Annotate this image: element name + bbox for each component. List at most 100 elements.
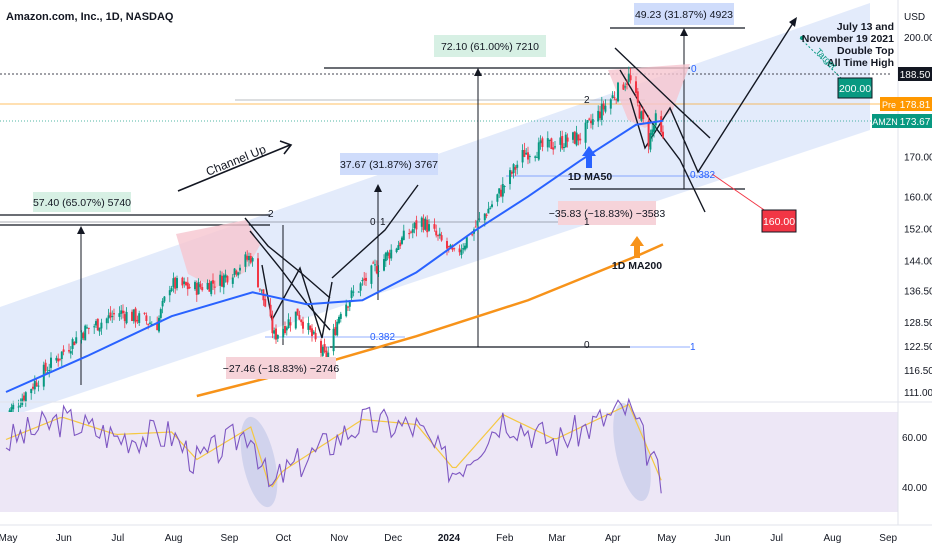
candle-body bbox=[60, 351, 63, 360]
pre-price-badge bbox=[898, 97, 932, 111]
candle-body bbox=[372, 262, 375, 264]
rsi-tick-label: 40.00 bbox=[902, 483, 927, 494]
candle-body bbox=[195, 282, 198, 295]
candle-body bbox=[260, 289, 263, 291]
pattern-line bbox=[619, 69, 706, 213]
candle-body bbox=[323, 344, 326, 352]
candle-body bbox=[377, 270, 380, 272]
measure-arrowhead bbox=[474, 68, 482, 76]
candle-body bbox=[541, 138, 544, 147]
candle-body bbox=[365, 277, 367, 281]
candle-body bbox=[107, 315, 110, 319]
candle-body bbox=[433, 224, 436, 229]
candle-body bbox=[123, 314, 126, 322]
time-tick-label: Oct bbox=[276, 533, 292, 544]
candle-body bbox=[662, 131, 664, 138]
candle-body bbox=[122, 310, 124, 314]
top-highlight bbox=[176, 220, 260, 288]
candle-body bbox=[626, 83, 628, 85]
candle-body bbox=[300, 319, 303, 323]
rsi-highlight bbox=[613, 402, 651, 502]
candle-body bbox=[642, 110, 645, 120]
candle-body bbox=[401, 237, 403, 244]
candle-body bbox=[348, 300, 351, 307]
candle-body bbox=[451, 247, 454, 250]
candle-body bbox=[464, 245, 466, 250]
candle-body bbox=[440, 235, 443, 241]
candle-body bbox=[546, 138, 549, 148]
price-tick-label: 136.50 bbox=[904, 286, 932, 297]
measure-box bbox=[340, 153, 438, 175]
candle-body bbox=[629, 75, 632, 81]
candle-body bbox=[44, 362, 47, 372]
measure-label: −35.83 (−18.83%) −3583 bbox=[549, 208, 666, 220]
measure-box bbox=[226, 357, 336, 379]
target-up-value: 200.00 bbox=[839, 83, 871, 95]
candle-body bbox=[332, 328, 335, 352]
candle-body bbox=[597, 110, 600, 122]
pre-price-value: 178.81 bbox=[900, 100, 931, 111]
candle-body bbox=[219, 274, 222, 286]
candle-body bbox=[539, 140, 542, 144]
target-up-dot bbox=[800, 36, 804, 40]
chart-title: Amazon.com, Inc., 1D, NASDAQ bbox=[6, 11, 174, 23]
measure-box bbox=[634, 3, 734, 25]
candle-body bbox=[635, 81, 637, 93]
candle-body bbox=[624, 86, 627, 88]
price-axis[interactable]: 200.00 170.00 160.00 152.00 144.00 136.50 128.… bbox=[902, 33, 932, 494]
candle-body bbox=[273, 330, 276, 334]
candle-body bbox=[627, 73, 630, 82]
candle-body bbox=[415, 220, 418, 230]
candle-body bbox=[575, 132, 578, 146]
candle-body bbox=[37, 385, 40, 387]
candle-body bbox=[573, 131, 576, 144]
candle-body bbox=[185, 282, 187, 286]
time-tick-label: Feb bbox=[496, 533, 514, 544]
candle-body bbox=[402, 230, 405, 240]
candle-body bbox=[194, 282, 196, 290]
candle-body bbox=[131, 311, 133, 321]
time-axis[interactable]: May Jun Jul Aug Sep Oct Nov Dec 2024 Feb Mar Apr May… bbox=[0, 533, 898, 544]
candle-body bbox=[156, 322, 159, 331]
candle-body bbox=[325, 350, 328, 363]
candle-body bbox=[98, 327, 101, 332]
candle-body bbox=[357, 291, 360, 293]
candle-body bbox=[498, 188, 501, 194]
candle-body bbox=[221, 275, 223, 287]
candle-body bbox=[509, 170, 511, 185]
candle-body bbox=[424, 218, 427, 230]
candle-body bbox=[521, 150, 524, 163]
candle-body bbox=[586, 120, 589, 123]
candle-body bbox=[602, 103, 605, 110]
candle-body bbox=[251, 258, 254, 262]
fib-label: 1 bbox=[690, 342, 696, 353]
candle-body bbox=[86, 327, 88, 329]
candle-body bbox=[62, 349, 65, 352]
candle-body bbox=[338, 316, 340, 324]
candle-body bbox=[258, 288, 261, 290]
measure-box bbox=[33, 192, 131, 212]
candle-body bbox=[159, 309, 162, 318]
candle-body bbox=[244, 254, 247, 267]
candle-body bbox=[395, 248, 398, 253]
candle-body bbox=[527, 152, 529, 160]
candle-body bbox=[579, 138, 582, 141]
candle-body bbox=[143, 312, 146, 314]
time-tick-label: Aug bbox=[824, 533, 842, 544]
candle-body bbox=[548, 139, 551, 141]
candle-body bbox=[566, 137, 569, 142]
candle-body bbox=[257, 258, 259, 288]
projection-line bbox=[629, 19, 796, 174]
candle-body bbox=[617, 82, 619, 102]
time-tick-label: Apr bbox=[605, 533, 621, 544]
candle-body bbox=[523, 149, 526, 157]
candle-body bbox=[384, 252, 387, 262]
candle-body bbox=[660, 116, 663, 133]
rsi-band bbox=[0, 412, 898, 512]
candle-body bbox=[636, 91, 639, 103]
candle-body bbox=[500, 189, 502, 197]
candle-body bbox=[149, 322, 151, 324]
target-down-value: 160.00 bbox=[763, 216, 795, 228]
candle-body bbox=[390, 249, 393, 259]
pre-tag-label: Pre bbox=[882, 100, 896, 110]
